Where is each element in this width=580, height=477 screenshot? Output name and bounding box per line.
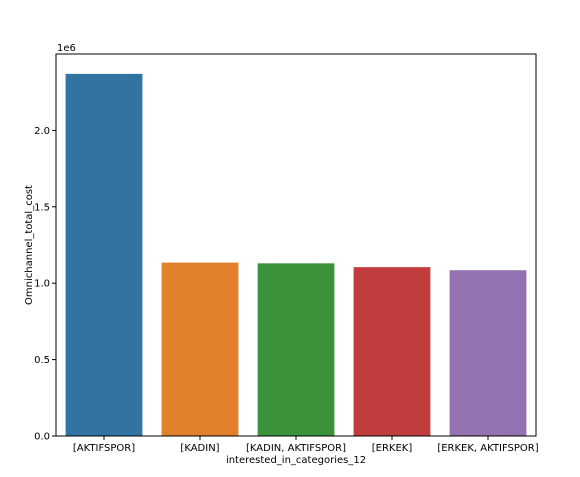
- y-axis: 0.0 0.5 1.0 1.5 2.0: [34, 126, 56, 443]
- bar-4: [449, 270, 527, 436]
- x-tick-label-0: [AKTIFSPOR]: [73, 443, 135, 454]
- bar-0: [65, 73, 143, 436]
- y-axis-offset-text: 1e6: [57, 43, 76, 54]
- bar-2: [257, 263, 335, 436]
- bars-group: [65, 73, 527, 436]
- x-axis: [AKTIFSPOR] [KADIN] [KADIN, AKTIFSPOR] [ERK…: [73, 436, 539, 454]
- y-tick-label-2: 1.0: [34, 279, 50, 290]
- y-tick-label-4: 2.0: [34, 126, 50, 137]
- y-tick-label-0: 0.0: [34, 432, 50, 443]
- bar-3: [353, 267, 431, 436]
- y-tick-label-3: 1.5: [34, 202, 50, 213]
- y-tick-label-1: 0.5: [34, 355, 50, 366]
- x-tick-label-1: [KADIN]: [180, 443, 219, 454]
- y-axis-label: Omnichannel_total_cost: [24, 185, 35, 305]
- x-tick-label-4: [ERKEK, AKTIFSPOR]: [437, 443, 538, 454]
- bar-1: [161, 262, 239, 436]
- x-tick-label-2: [KADIN, AKTIFSPOR]: [246, 443, 346, 454]
- x-tick-label-3: [ERKEK]: [372, 443, 413, 454]
- x-axis-label: interested_in_categories_12: [226, 455, 366, 466]
